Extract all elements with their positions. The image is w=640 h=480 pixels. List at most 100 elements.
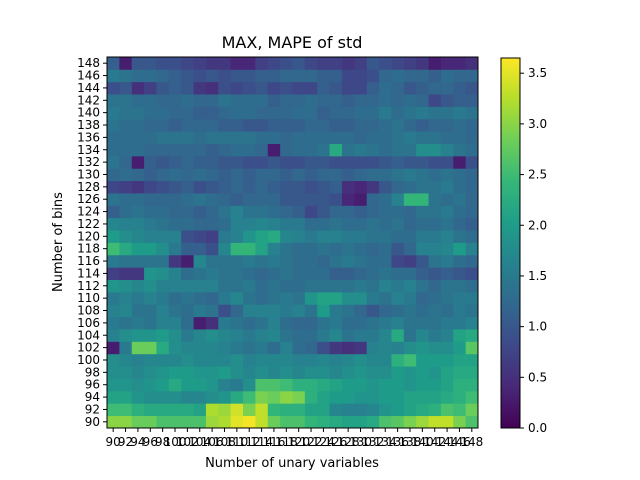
- heatmap-cell: [168, 415, 182, 429]
- heatmap-cell: [243, 143, 256, 157]
- heatmap-cell: [181, 316, 194, 330]
- heatmap-cell: [366, 403, 380, 417]
- heatmap-cell: [218, 378, 232, 392]
- y-tick-label: 112: [77, 279, 100, 293]
- heatmap-cell: [329, 415, 343, 429]
- heatmap-cell: [267, 304, 281, 318]
- heatmap-cell: [329, 366, 343, 379]
- x-tick-label: 100: [164, 435, 187, 449]
- heatmap-cell: [354, 378, 368, 392]
- colorbar-tick-label: 3.5: [528, 66, 547, 80]
- heatmap-cell: [218, 304, 232, 318]
- heatmap-cell: [181, 254, 194, 268]
- heatmap-cell: [428, 193, 442, 206]
- heatmap-cell: [453, 168, 467, 182]
- heatmap-cell: [465, 304, 479, 318]
- heatmap-cell: [218, 403, 232, 417]
- y-tick-label: 124: [77, 205, 100, 219]
- heatmap-cell: [292, 230, 306, 243]
- heatmap-cell: [267, 118, 281, 132]
- heatmap-cell: [391, 304, 405, 318]
- heatmap-cell: [280, 143, 293, 157]
- heatmap-cell: [428, 180, 442, 194]
- x-tick-label: 96: [143, 435, 158, 449]
- heatmap-cell: [168, 94, 182, 107]
- heatmap-cell: [304, 254, 318, 268]
- heatmap-cell: [354, 57, 368, 70]
- heatmap-cell: [181, 168, 194, 182]
- heatmap-cell: [366, 279, 380, 293]
- heatmap-cell: [366, 242, 380, 256]
- heatmap-cell: [144, 81, 157, 95]
- heatmap-cell: [465, 403, 479, 417]
- heatmap-cell: [156, 69, 170, 83]
- heatmap-cell: [168, 193, 182, 206]
- x-tick-label: 148: [460, 435, 483, 449]
- heatmap-cell: [193, 304, 207, 318]
- heatmap-cell: [131, 316, 145, 330]
- heatmap-cell: [317, 403, 330, 417]
- heatmap-cell: [255, 353, 269, 367]
- heatmap-cell: [131, 279, 145, 293]
- heatmap-cell: [144, 57, 157, 70]
- heatmap-cell: [230, 242, 244, 256]
- heatmap-cell: [218, 217, 232, 231]
- heatmap-cell: [292, 378, 306, 392]
- heatmap-cell: [440, 403, 454, 417]
- heatmap-cell: [465, 267, 479, 280]
- heatmap-cell: [255, 279, 269, 293]
- heatmap-cell: [255, 205, 269, 219]
- heatmap-cell: [230, 279, 244, 293]
- heatmap-cell: [255, 217, 269, 231]
- heatmap-cell: [453, 316, 467, 330]
- heatmap-cell: [304, 230, 318, 243]
- heatmap-cell: [304, 143, 318, 157]
- heatmap-cell: [440, 254, 454, 268]
- heatmap-cell: [453, 353, 467, 367]
- heatmap-cell: [193, 230, 207, 243]
- heatmap-cell: [230, 329, 244, 342]
- heatmap-cell: [453, 180, 467, 194]
- heatmap-cell: [243, 69, 256, 83]
- heatmap-cell: [193, 291, 207, 305]
- heatmap-cell: [428, 403, 442, 417]
- x-tick-label: 132: [361, 435, 384, 449]
- heatmap-cell: [144, 366, 157, 379]
- heatmap-cell: [218, 267, 232, 280]
- heatmap-cell: [403, 341, 417, 355]
- heatmap-cell: [416, 242, 429, 256]
- heatmap-cell: [440, 378, 454, 392]
- heatmap-cell: [416, 81, 429, 95]
- heatmap-cell: [354, 291, 368, 305]
- heatmap-cell: [366, 118, 380, 132]
- heatmap-cell: [181, 279, 194, 293]
- heatmap-cell: [341, 205, 355, 219]
- heatmap-cell: [354, 81, 368, 95]
- y-tick-label: 142: [77, 93, 100, 107]
- heatmap-cell: [292, 366, 306, 379]
- heatmap-cell: [144, 69, 157, 83]
- heatmap-cell: [366, 390, 380, 404]
- heatmap-cell: [243, 217, 256, 231]
- heatmap-cell: [230, 304, 244, 318]
- y-tick-label: 136: [77, 130, 100, 144]
- heatmap-cell: [440, 390, 454, 404]
- heatmap-cell: [304, 168, 318, 182]
- heatmap-cell: [341, 193, 355, 206]
- heatmap-cell: [341, 279, 355, 293]
- heatmap-cell: [267, 205, 281, 219]
- heatmap-cell: [156, 155, 170, 169]
- heatmap-cell: [193, 242, 207, 256]
- heatmap-cell: [453, 304, 467, 318]
- heatmap-cell: [329, 106, 343, 120]
- heatmap-cell: [243, 118, 256, 132]
- heatmap-cell: [119, 180, 133, 194]
- heatmap-cell: [379, 291, 392, 305]
- heatmap-cell: [465, 180, 479, 194]
- heatmap-cell: [416, 329, 429, 342]
- heatmap-cell: [428, 254, 442, 268]
- heatmap-cell: [107, 366, 120, 379]
- heatmap-cell: [267, 353, 281, 367]
- heatmap-cell: [465, 291, 479, 305]
- heatmap-cell: [428, 279, 442, 293]
